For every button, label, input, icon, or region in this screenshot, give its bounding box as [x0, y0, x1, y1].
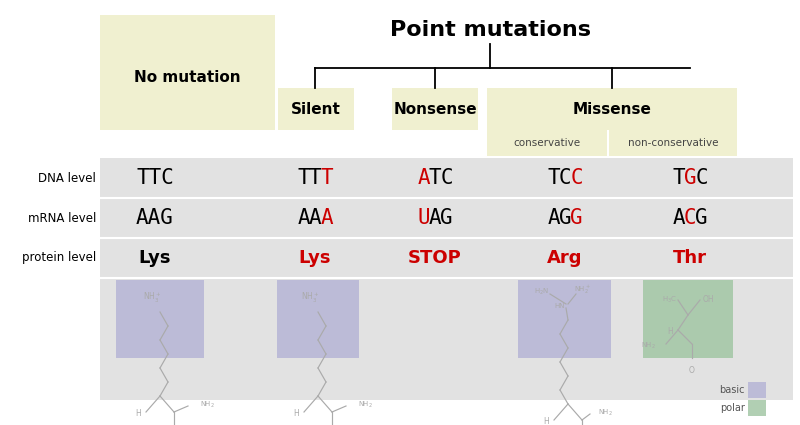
Bar — [748, 400, 766, 416]
Text: NH$_3^+$: NH$_3^+$ — [143, 291, 161, 305]
Text: C: C — [570, 168, 583, 188]
Bar — [643, 280, 733, 358]
Text: A: A — [297, 208, 310, 228]
Text: Point mutations: Point mutations — [390, 20, 590, 40]
Bar — [392, 88, 478, 130]
Text: H: H — [135, 410, 141, 419]
Text: Lys: Lys — [138, 249, 171, 267]
Text: H$_2$N: H$_2$N — [534, 287, 550, 297]
Text: NH$_2$: NH$_2$ — [641, 341, 656, 351]
Text: NH$_2^+$: NH$_2^+$ — [574, 284, 590, 296]
Bar — [487, 130, 607, 156]
Text: conservative: conservative — [514, 138, 581, 148]
Text: T: T — [547, 168, 560, 188]
Text: AAG: AAG — [136, 208, 174, 228]
Text: Nonsense: Nonsense — [393, 102, 477, 116]
Bar — [100, 158, 793, 400]
Text: No mutation: No mutation — [134, 70, 240, 85]
Text: C: C — [695, 168, 708, 188]
Bar — [609, 130, 737, 156]
Text: mRNA level: mRNA level — [28, 212, 96, 224]
Text: NH$_3^+$: NH$_3^+$ — [301, 291, 319, 305]
Text: C: C — [684, 208, 696, 228]
Text: A: A — [320, 208, 333, 228]
Text: T: T — [672, 168, 685, 188]
Text: A: A — [547, 208, 560, 228]
Bar — [487, 88, 737, 130]
Bar — [278, 88, 354, 130]
Text: Silent: Silent — [291, 102, 341, 116]
Text: STOP: STOP — [408, 249, 462, 267]
Bar — [748, 382, 766, 398]
Text: G: G — [684, 168, 696, 188]
Bar — [518, 280, 611, 358]
Text: G: G — [570, 208, 583, 228]
Text: Thr: Thr — [673, 249, 707, 267]
Text: A: A — [672, 208, 685, 228]
Text: NH$_2$: NH$_2$ — [358, 400, 373, 410]
Text: A: A — [309, 208, 322, 228]
Text: H$_3$C: H$_3$C — [662, 295, 678, 305]
Text: G: G — [695, 208, 708, 228]
Text: T: T — [309, 168, 322, 188]
Text: T: T — [297, 168, 310, 188]
Text: G: G — [558, 208, 571, 228]
Text: A: A — [429, 208, 442, 228]
Bar — [277, 280, 359, 358]
Text: DNA level: DNA level — [38, 172, 96, 184]
Text: NH$_2$: NH$_2$ — [598, 408, 613, 418]
Text: C: C — [440, 168, 453, 188]
Text: U: U — [417, 208, 430, 228]
Text: NH$_2$: NH$_2$ — [200, 400, 215, 410]
Text: polar: polar — [720, 403, 745, 413]
Text: basic: basic — [719, 385, 745, 395]
Text: TTC: TTC — [136, 168, 174, 188]
Text: non-conservative: non-conservative — [628, 138, 718, 148]
Text: Arg: Arg — [547, 249, 582, 267]
Text: OH: OH — [702, 295, 714, 304]
Text: H: H — [293, 410, 299, 419]
Text: C: C — [558, 168, 571, 188]
Bar — [116, 280, 204, 358]
Text: HN: HN — [554, 303, 566, 309]
Text: O: O — [689, 366, 695, 375]
Text: Missense: Missense — [573, 102, 651, 116]
Text: H: H — [667, 328, 673, 337]
Text: protein level: protein level — [22, 252, 96, 264]
Text: T: T — [320, 168, 333, 188]
Text: A: A — [417, 168, 430, 188]
Bar — [100, 15, 275, 130]
Text: G: G — [440, 208, 453, 228]
Text: Lys: Lys — [298, 249, 331, 267]
Text: H: H — [543, 417, 549, 425]
Text: T: T — [429, 168, 442, 188]
